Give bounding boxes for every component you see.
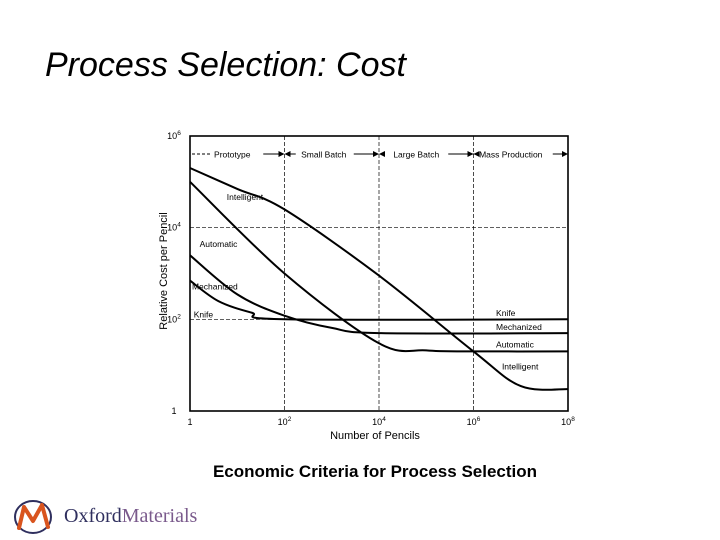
series-line-knife <box>189 279 569 321</box>
plot-frame <box>189 135 569 412</box>
y-tick-label: 104 <box>167 222 181 233</box>
series-label-left-mechanized: Mechanized <box>192 281 238 291</box>
logo-mark-icon <box>14 500 52 534</box>
regime-label: Prototype <box>214 150 251 160</box>
series-line-intelligent <box>189 167 569 391</box>
regime-label: Large Batch <box>393 150 439 160</box>
series-label-right-knife: Knife <box>496 308 516 318</box>
regime-arrowhead <box>278 151 285 157</box>
regime-arrowhead <box>562 151 568 157</box>
series-labels: Knife Knife Mechanized Mechanized Automatic A… <box>192 192 542 372</box>
regime-arrowhead <box>373 151 379 157</box>
regime-label: Small Batch <box>301 150 347 160</box>
cost-chart: Prototype Small Batch Large Batch Mass Prod… <box>158 130 575 442</box>
regime-small-batch: Small Batch <box>301 150 347 160</box>
y-tick-label: 106 <box>167 130 181 141</box>
regime-arrowhead <box>284 151 291 157</box>
oxford-materials-logo: OxfordMaterials <box>12 497 232 537</box>
slide-title: Process Selection: Cost <box>45 46 406 84</box>
series-curves <box>189 167 569 391</box>
series-label-left-intelligent: Intelligent <box>227 192 264 202</box>
figure-caption: Economic Criteria for Process Selection <box>212 462 538 481</box>
regime-large-batch: Large Batch <box>393 150 439 160</box>
y-tick-label: 1 <box>171 406 176 416</box>
y-axis-label: Relative Cost per Pencil <box>158 212 170 329</box>
series-label-left-knife: Knife <box>194 309 214 319</box>
regime-row: Prototype Small Batch Large Batch Mass Prod… <box>192 150 568 160</box>
x-tick-label: 102 <box>278 416 292 427</box>
x-tick-label: 104 <box>372 416 386 427</box>
series-label-left-automatic: Automatic <box>200 239 239 249</box>
y-tick-labels: 1 102 104 106 <box>167 130 181 416</box>
x-tick-labels: 1 102 104 106 108 <box>187 416 575 427</box>
series-label-right-intelligent: Intelligent <box>502 362 539 372</box>
regime-mass-production: Mass Production <box>479 150 543 160</box>
regime-label: Mass Production <box>479 150 543 160</box>
x-tick-label: 108 <box>561 416 575 427</box>
x-axis-label: Number of Pencils <box>330 430 420 442</box>
x-tick-label: 106 <box>467 416 481 427</box>
regime-prototype: Prototype <box>214 150 251 160</box>
series-line-automatic <box>189 181 569 353</box>
x-tick-label: 1 <box>187 417 192 427</box>
regime-arrowhead <box>467 151 474 157</box>
series-line-mechanized <box>189 254 569 335</box>
logo-word-materials: Materials <box>121 505 198 527</box>
series-label-right-mechanized: Mechanized <box>496 322 542 332</box>
series-label-right-automatic: Automatic <box>496 340 535 350</box>
logo-word-oxford: Oxford <box>64 505 122 527</box>
regime-arrowhead <box>473 151 480 157</box>
y-tick-label: 102 <box>167 313 181 324</box>
logo-wordmark: OxfordMaterials <box>64 505 197 528</box>
regime-arrowhead <box>379 151 385 157</box>
